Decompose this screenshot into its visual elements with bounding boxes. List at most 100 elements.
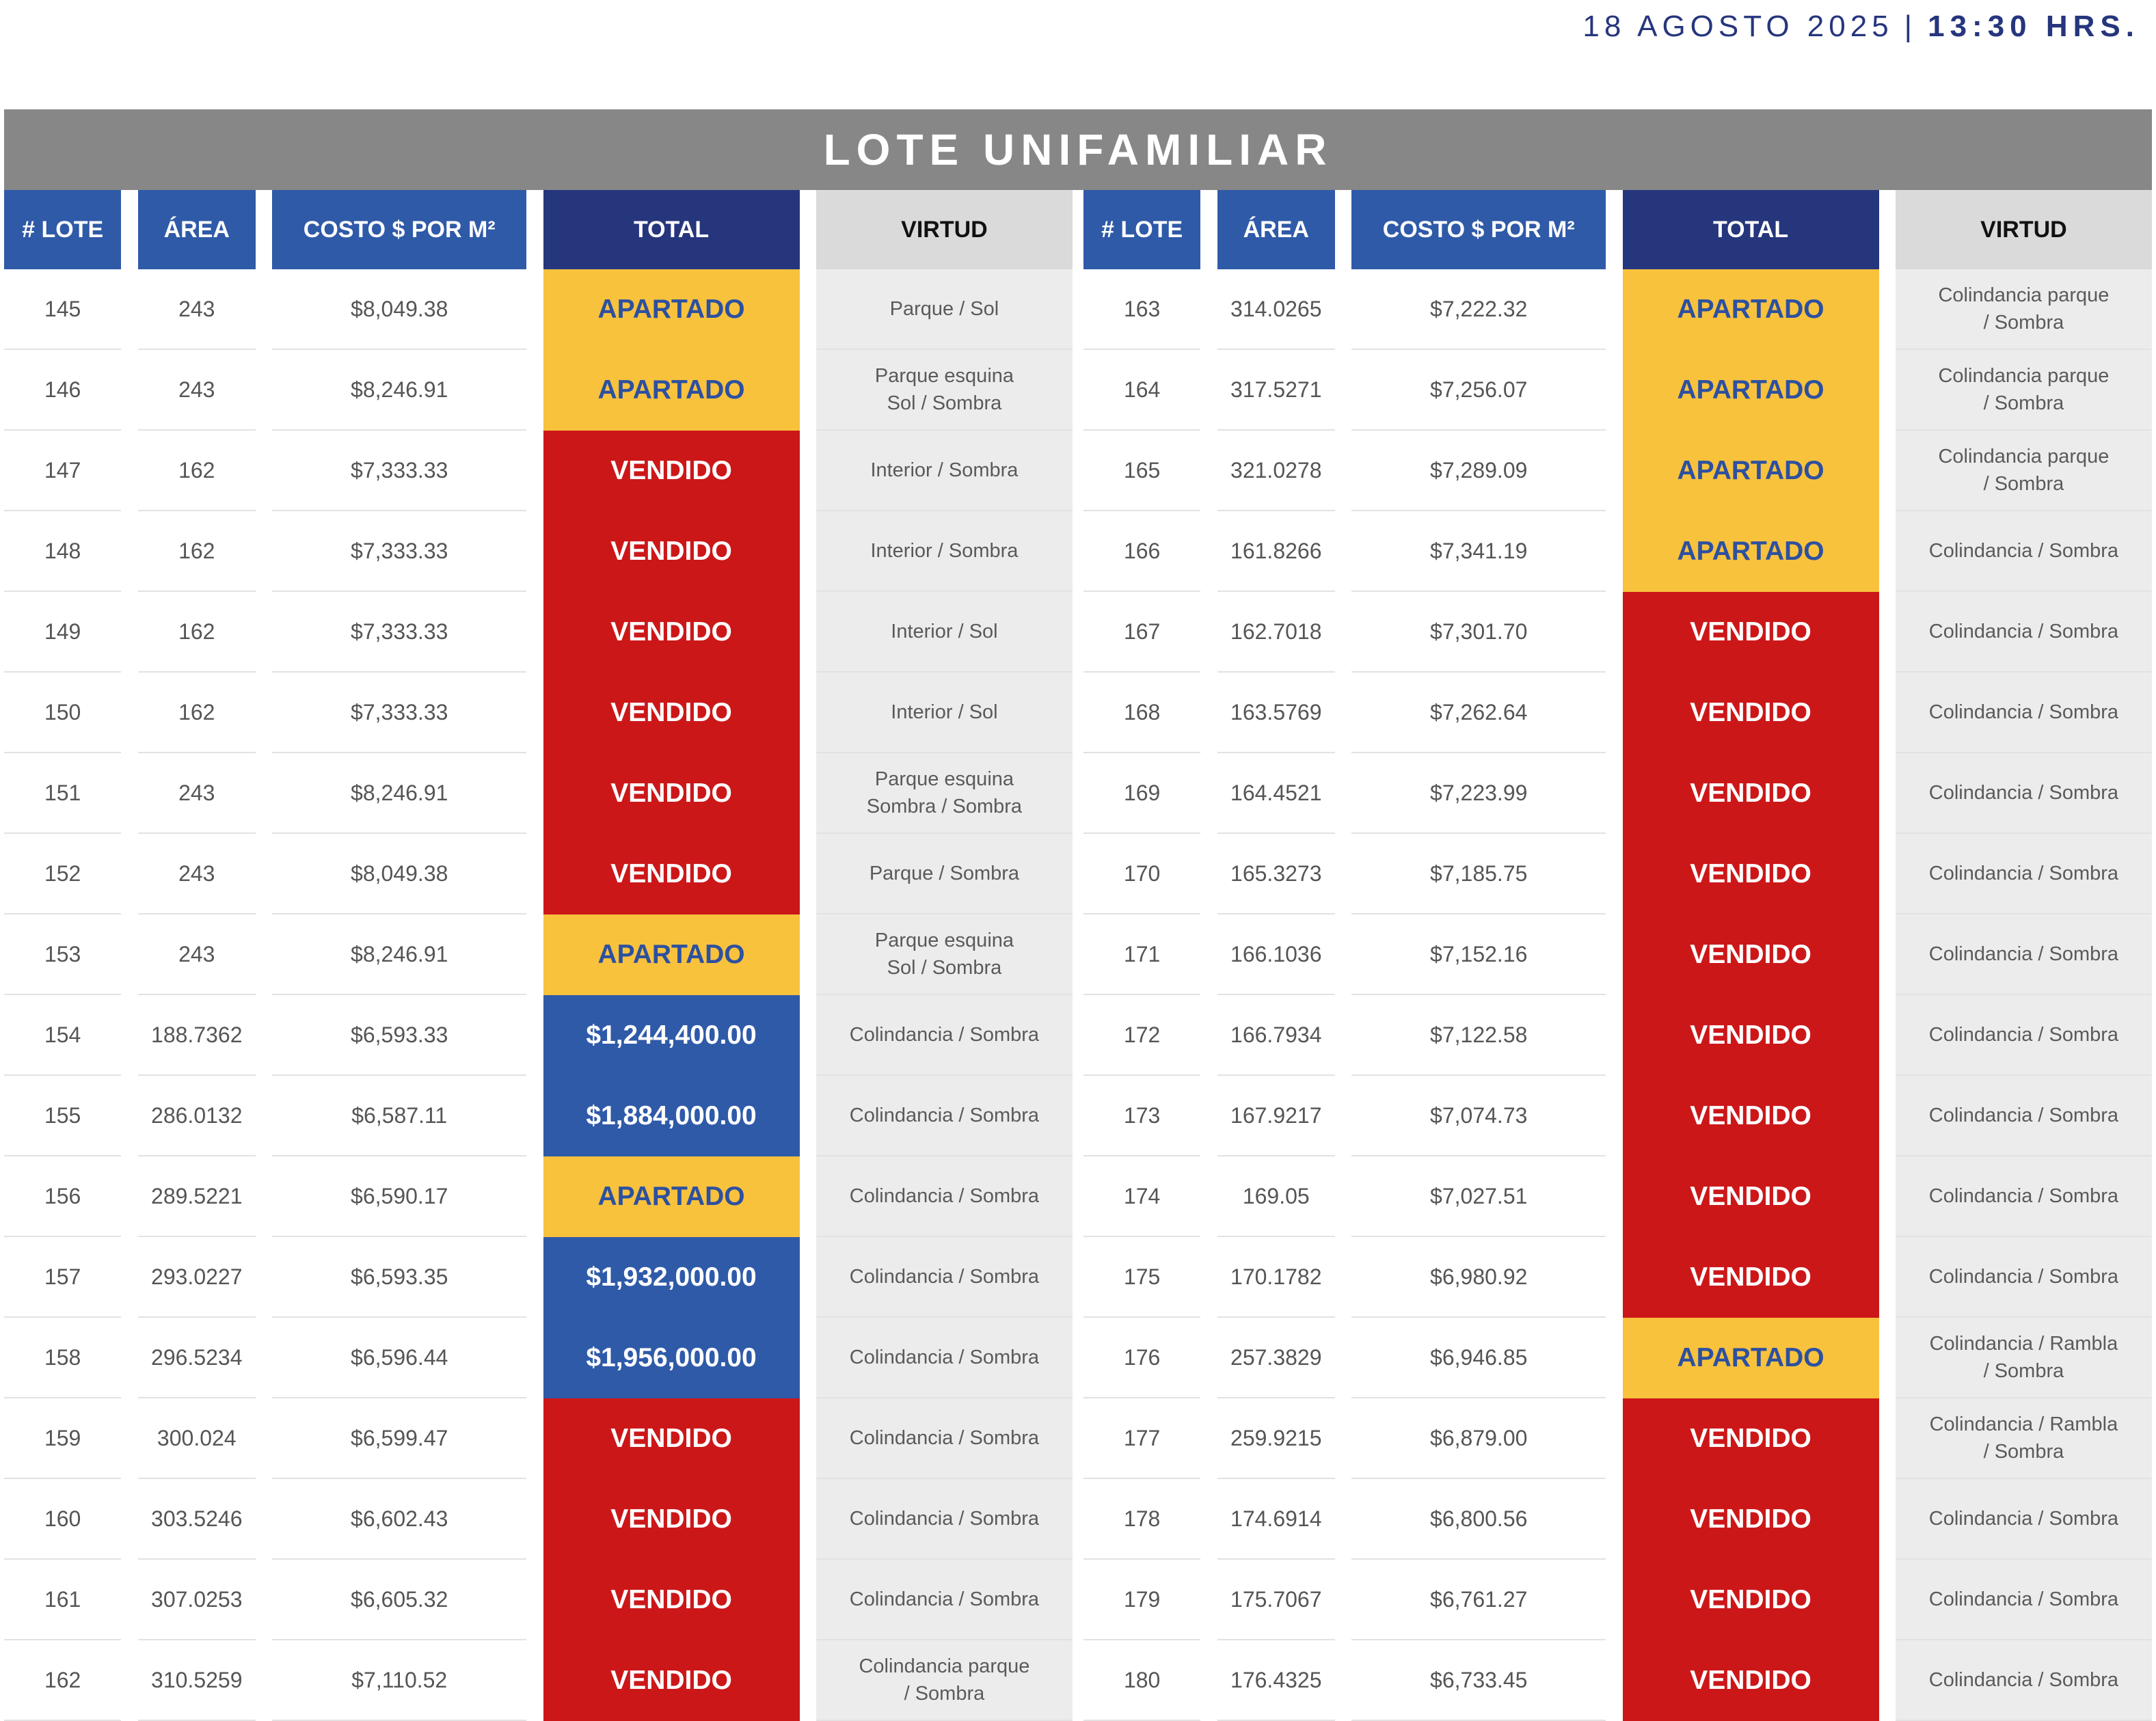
lote-cell: 160 [4,1479,122,1560]
lote-cell: 174 [1083,1156,1201,1237]
total-cell: VENDIDO [543,1640,800,1721]
table-row: 165 321.0278 $7,289.09 APARTADO Colindancia … [1083,431,2152,511]
col-header-lote: # LOTE [1083,190,1201,269]
area-cell: 188.7362 [137,995,256,1076]
costo-cell: $8,246.91 [272,914,527,995]
date-time-header: 18 AGOSTO 2025 | 13:30 HRS. [1582,10,2140,44]
table-row: 157 293.0227 $6,593.35 $1,932,000.00 Colinda… [4,1237,1073,1318]
total-cell: $1,956,000.00 [543,1318,800,1398]
total-cell: APARTADO [543,350,800,431]
virtud-cell: Colindancia / Sombra [816,995,1073,1076]
total-cell: VENDIDO [1622,1156,1879,1237]
lote-cell: 159 [4,1398,122,1479]
area-cell: 166.1036 [1217,914,1335,995]
table-row: 179 175.7067 $6,761.27 VENDIDO Colindancia /… [1083,1560,2152,1640]
virtud-cell: Colindancia / Rambla / Sombra [1895,1318,2152,1398]
lote-cell: 148 [4,511,122,592]
table-row: 147 162 $7,333.33 VENDIDO Interior / Sombra [4,431,1073,511]
virtud-cell: Colindancia / Sombra [1895,1560,2152,1640]
date-separator: | [1904,10,1917,43]
virtud-cell: Colindancia / Rambla / Sombra [1895,1398,2152,1479]
lote-cell: 176 [1083,1318,1201,1398]
total-cell: VENDIDO [543,511,800,592]
virtud-cell: Colindancia / Sombra [1895,834,2152,914]
virtud-cell: Colindancia / Sombra [816,1560,1073,1640]
costo-cell: $7,333.33 [272,673,527,753]
virtud-cell: Colindancia parque / Sombra [1895,431,2152,511]
costo-cell: $7,152.16 [1351,914,1606,995]
lote-cell: 178 [1083,1479,1201,1560]
lote-cell: 147 [4,431,122,511]
costo-cell: $6,593.35 [272,1237,527,1318]
costo-cell: $7,122.58 [1351,995,1606,1076]
total-cell: VENDIDO [543,431,800,511]
costo-cell: $7,110.52 [272,1640,527,1721]
right-lots-table: # LOTE ÁREA COSTO $ POR M² TOTAL VIRTUD … [1083,190,2152,1721]
total-cell: APARTADO [543,269,800,350]
col-header-lote: # LOTE [4,190,122,269]
costo-cell: $7,301.70 [1351,592,1606,673]
virtud-cell: Colindancia / Sombra [1895,1156,2152,1237]
area-cell: 243 [137,914,256,995]
area-cell: 170.1782 [1217,1237,1335,1318]
lote-cell: 166 [1083,511,1201,592]
virtud-cell: Colindancia / Sombra [1895,1479,2152,1560]
costo-cell: $6,602.43 [272,1479,527,1560]
total-cell: APARTADO [1622,1318,1879,1398]
price-list-sheet: LOTE UNIFAMILIAR # LOTE ÁREA C [4,109,2152,1721]
col-header-area: ÁREA [1217,190,1335,269]
area-cell: 307.0253 [137,1560,256,1640]
total-cell: APARTADO [543,1156,800,1237]
virtud-cell: Colindancia parque / Sombra [1895,350,2152,431]
total-cell: APARTADO [1622,431,1879,511]
area-cell: 162 [137,511,256,592]
table-row: 177 259.9215 $6,879.00 VENDIDO Colindancia /… [1083,1398,2152,1479]
virtud-cell: Colindancia / Sombra [1895,1237,2152,1318]
table-row: 150 162 $7,333.33 VENDIDO Interior / Sol [4,673,1073,753]
virtud-cell: Colindancia / Sombra [1895,914,2152,995]
area-cell: 162 [137,592,256,673]
area-cell: 162 [137,673,256,753]
lote-cell: 172 [1083,995,1201,1076]
virtud-cell: Colindancia / Sombra [1895,995,2152,1076]
lote-cell: 164 [1083,350,1201,431]
table-row: 169 164.4521 $7,223.99 VENDIDO Colindancia /… [1083,753,2152,834]
lote-cell: 171 [1083,914,1201,995]
total-cell: VENDIDO [543,753,800,834]
virtud-cell: Parque esquina Sol / Sombra [816,350,1073,431]
costo-cell: $8,049.38 [272,834,527,914]
lote-cell: 162 [4,1640,122,1721]
area-cell: 243 [137,753,256,834]
virtud-cell: Colindancia / Sombra [816,1398,1073,1479]
page-title: LOTE UNIFAMILIAR [4,109,2152,190]
col-header-virtud: VIRTUD [1895,190,2152,269]
table-row: 156 289.5221 $6,590.17 APARTADO Colindancia … [4,1156,1073,1237]
virtud-cell: Colindancia / Sombra [816,1156,1073,1237]
costo-cell: $7,223.99 [1351,753,1606,834]
area-cell: 296.5234 [137,1318,256,1398]
costo-cell: $7,074.73 [1351,1076,1606,1156]
area-cell: 257.3829 [1217,1318,1335,1398]
lote-cell: 175 [1083,1237,1201,1318]
virtud-cell: Colindancia / Sombra [1895,1076,2152,1156]
table-row: 174 169.05 $7,027.51 VENDIDO Colindancia / S… [1083,1156,2152,1237]
area-cell: 314.0265 [1217,269,1335,350]
total-cell: VENDIDO [1622,753,1879,834]
virtud-cell: Interior / Sol [816,673,1073,753]
table-row: 176 257.3829 $6,946.85 APARTADO Colindancia … [1083,1318,2152,1398]
costo-cell: $6,733.45 [1351,1640,1606,1721]
table-row: 152 243 $8,049.38 VENDIDO Parque / Sombra [4,834,1073,914]
report-date: 18 AGOSTO 2025 [1582,10,1894,43]
lote-cell: 155 [4,1076,122,1156]
table-row: 154 188.7362 $6,593.33 $1,244,400.00 Colinda… [4,995,1073,1076]
total-cell: VENDIDO [543,673,800,753]
total-cell: VENDIDO [543,1398,800,1479]
lote-cell: 157 [4,1237,122,1318]
area-cell: 174.6914 [1217,1479,1335,1560]
total-cell: VENDIDO [543,1479,800,1560]
area-cell: 176.4325 [1217,1640,1335,1721]
table-row: 172 166.7934 $7,122.58 VENDIDO Colindancia /… [1083,995,2152,1076]
virtud-cell: Colindancia / Sombra [1895,1640,2152,1721]
table-row: 149 162 $7,333.33 VENDIDO Interior / Sol [4,592,1073,673]
col-header-virtud: VIRTUD [816,190,1073,269]
